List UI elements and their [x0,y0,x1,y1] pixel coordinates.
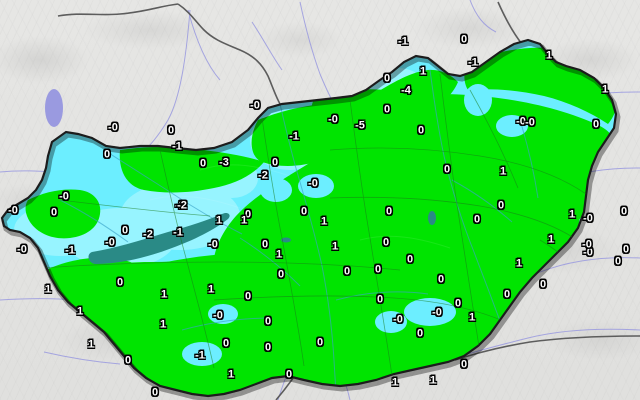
county-boundaries [39,73,587,377]
lake-velence [281,237,291,243]
country-border [0,38,621,400]
lake-balaton [88,212,230,264]
lake-tisza [428,211,436,225]
lake-neusiedl [45,89,63,127]
